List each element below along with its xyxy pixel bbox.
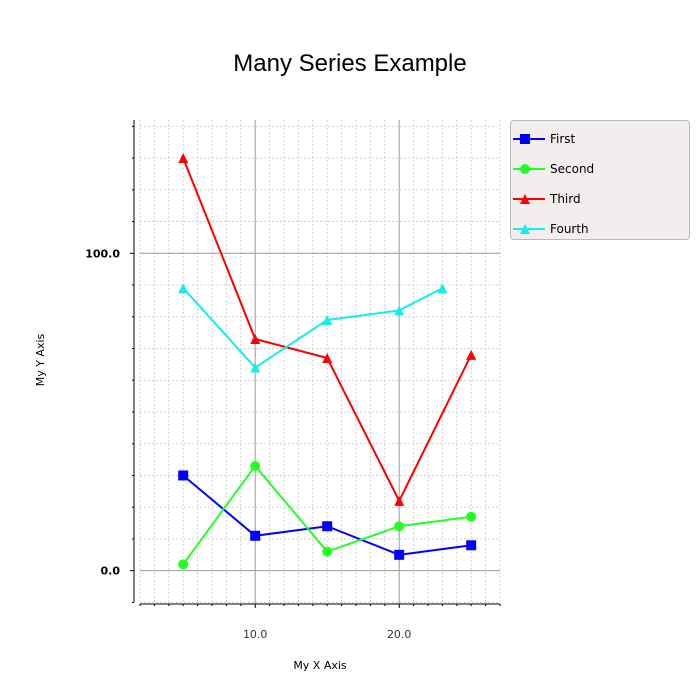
- x-tick-label: 20.0: [387, 628, 412, 641]
- data-point-third: [178, 153, 189, 164]
- data-point-third: [466, 349, 477, 360]
- legend-marker-third: [520, 194, 530, 204]
- legend-label-third: Third: [550, 192, 581, 206]
- data-point-second: [394, 521, 405, 532]
- legend-label-first: First: [550, 132, 576, 146]
- legend-item-first: First: [511, 129, 689, 149]
- legend-marker-first: [520, 134, 530, 144]
- data-point-second: [322, 546, 333, 557]
- data-point-fourth: [394, 305, 405, 316]
- legend-item-fourth: Fourth: [511, 219, 689, 239]
- legend-label-second: Second: [550, 162, 595, 176]
- data-point-first: [466, 540, 477, 551]
- data-point-fourth: [322, 314, 333, 325]
- data-point-first: [322, 521, 333, 532]
- y-axis-title: My Y Axis: [34, 333, 47, 386]
- legend-marker-second: [520, 164, 530, 174]
- legend-swatch-first: [513, 134, 545, 144]
- legend: First Second Third Fourth: [510, 120, 690, 240]
- data-point-second: [178, 559, 189, 570]
- legend-marker-fourth: [520, 224, 530, 234]
- data-point-first: [178, 470, 189, 481]
- data-point-third: [394, 495, 405, 506]
- data-point-second: [466, 511, 477, 522]
- legend-swatch-fourth: [513, 224, 545, 234]
- y-tick-label: 0.0: [101, 565, 121, 578]
- legend-label-fourth: Fourth: [550, 222, 589, 236]
- data-point-third: [250, 333, 261, 344]
- legend-item-second: Second: [511, 159, 689, 179]
- data-point-fourth: [437, 283, 448, 294]
- legend-swatch-second: [513, 164, 545, 174]
- data-point-third: [322, 353, 333, 364]
- legend-swatch-third: [513, 194, 545, 204]
- data-point-fourth: [250, 362, 261, 373]
- x-axis-title: My X Axis: [293, 659, 347, 672]
- data-point-fourth: [178, 283, 189, 294]
- data-point-first: [394, 549, 405, 560]
- data-point-second: [250, 460, 261, 471]
- data-point-first: [250, 530, 261, 541]
- x-tick-label: 10.0: [243, 628, 268, 641]
- legend-item-third: Third: [511, 189, 689, 209]
- y-tick-label: 100.0: [85, 247, 120, 260]
- chart-title: Many Series Example: [233, 50, 467, 77]
- series-line-first: [182, 474, 472, 556]
